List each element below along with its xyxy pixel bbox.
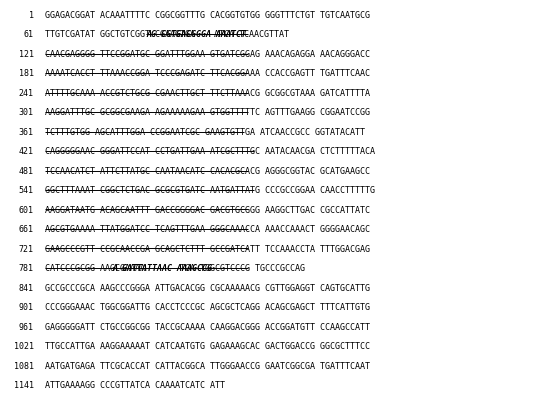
Text: GGAGACGGAT ACAAATTTTC CGGCGGTTTG CACGGTGTGG GGGTTTCTGT TGTCAATGCG: GGAGACGGAT ACAAATTTTC CGGCGGTTTG CACGGTG… xyxy=(45,11,369,20)
Text: CAACGAGGGG TTCCGGATGC GGATTTGGAA GTGATCGGAG AAACAGAGGA AACAGGGACC: CAACGAGGGG TTCCGGATGC GGATTTGGAA GTGATCG… xyxy=(45,50,369,59)
Text: GGCTTTAAAT CGGCTCTGAC GCGCGTGATC AATGATTATG CCCGCCGGAA CAACCTTTTTG: GGCTTTAAAT CGGCTCTGAC GCGCGTGATC AATGATT… xyxy=(45,186,375,195)
Text: 301: 301 xyxy=(18,108,34,117)
Text: 1021: 1021 xyxy=(14,342,34,351)
Text: ATTGAAAAGG CCCGTTATCA CAAAATCATC ATT: ATTGAAAAGG CCCGTTATCA CAAAATCATC ATT xyxy=(45,381,225,390)
Text: AAGGATAATG ACAGCAATTT GACCGGGGAC GACGTGCGGG AAGGCTTGAC CGCCATTATC: AAGGATAATG ACAGCAATTT GACCGGGGAC GACGTGC… xyxy=(45,206,369,215)
Text: 61: 61 xyxy=(24,31,34,39)
Text: AGCGTGAAAA TTATGGATCC TCAGTTTGAA GGGCAAACCA AAACCAAACT GGGGAACAGC: AGCGTGAAAA TTATGGATCC TCAGTTTGAA GGGCAAA… xyxy=(45,225,369,234)
Text: GCCGCCCGCA AAGCCCGGGA ATTGACACGG CGCAAAAACG CGTTGGAGGT CAGTGCATTG: GCCGCCCGCA AAGCCCGGGA ATTGACACGG CGCAAAA… xyxy=(45,284,369,292)
Text: 781: 781 xyxy=(18,264,34,273)
Text: 721: 721 xyxy=(18,245,34,253)
Text: GAGGGGGATT CTGCCGGCGG TACCGCAAAA CAAGGACGGG ACCGGATGTT CCAAGCCATT: GAGGGGGATT CTGCCGGCGG TACCGCAAAA CAAGGAC… xyxy=(45,323,369,331)
Text: 181: 181 xyxy=(18,69,34,78)
Text: 1081: 1081 xyxy=(14,362,34,370)
Text: 601: 601 xyxy=(18,206,34,215)
Text: 541: 541 xyxy=(18,186,34,195)
Text: CAGGGGGAAC GGGATTCCAT CCTGATTGAA ATCGCTTTGC AATACAACGA CTCTTTTTACA: CAGGGGGAAC GGGATTCCAT CCTGATTGAA ATCGCTT… xyxy=(45,147,375,156)
Text: TTGTCGATAT GGCTGTCGGT CGAAGTGA: TTGTCGATAT GGCTGTCGGT CGAAGTGA xyxy=(45,31,195,39)
Text: TTGCCATTGA AAGGAAAAAT CATCAATGTG GAGAAAGCAC GACTGGACCG GGCGCTTTCC: TTGCCATTGA AAGGAAAAAT CATCAATGTG GAGAAAG… xyxy=(45,342,369,351)
Text: 361: 361 xyxy=(18,128,34,137)
Text: 901: 901 xyxy=(18,303,34,312)
Text: 241: 241 xyxy=(18,89,34,98)
Text: GAAGCCCGTT CCGCAACCGA GCAGCTCTTT GCCGATCATT TCCAAACCTA TTTGGACGAG: GAAGCCCGTT CCGCAACCGA GCAGCTCTTT GCCGATC… xyxy=(45,245,369,253)
Text: CCCGGGAAAC TGGCGGATTG CACCTCCCGC AGCGCTCAGG ACAGCGAGCT TTTCATTGTG: CCCGGGAAAC TGGCGGATTG CACCTCCCGC AGCGCTC… xyxy=(45,303,369,312)
Text: A GATTATTAAC AAAGCCG: A GATTATTAAC AAAGCCG xyxy=(112,264,212,273)
Text: TGA TGGCGTCCCG TGCCCGCCAG: TGA TGGCGTCCCG TGCCCGCCAG xyxy=(180,264,305,273)
Text: 1: 1 xyxy=(29,11,34,20)
Text: AATGATGAGA TTCGCACCAT CATTACGGCA TTGGGAACCG GAATCGGCGA TGATTTCAAT: AATGATGAGA TTCGCACCAT CATTACGGCA TTGGGAA… xyxy=(45,362,369,370)
Text: AAGGATTTGC GCGGCGAAGA AGAAAAAGAA GTGGTTTTTC AGTTTGAAGG CGGAATCCGG: AAGGATTTGC GCGGCGAAGA AGAAAAAGAA GTGGTTT… xyxy=(45,108,369,117)
Text: 421: 421 xyxy=(18,147,34,156)
Text: 481: 481 xyxy=(18,167,34,176)
Text: TCTTTGTGG AGCATTTGGA CCGGAATCGC GAAGTGTTGA ATCAACCGCC GGTATACATT: TCTTTGTGG AGCATTTGGA CCGGAATCGC GAAGTGTT… xyxy=(45,128,364,137)
Text: 661: 661 xyxy=(18,225,34,234)
Text: ATCA TCAACGTTAT: ATCA TCAACGTTAT xyxy=(214,31,289,39)
Text: CATCCCGCGG AAGCGAAAA: CATCCCGCGG AAGCGAAAA xyxy=(45,264,145,273)
Text: 121: 121 xyxy=(18,50,34,59)
Text: ATTTTGCAAA ACCGTCTGCG CGAACTTGCT TTCTTAAACG GCGGCGTAAA GATCATTTTA: ATTTTGCAAA ACCGTCTGCG CGAACTTGCT TTCTTAA… xyxy=(45,89,369,98)
Text: 841: 841 xyxy=(18,284,34,292)
Text: 961: 961 xyxy=(18,323,34,331)
Text: AAAATCACCT TTAAACCGGA TCCCGAGATC TTCACGGAAA CCACCGAGTT TGATTTCAAC: AAAATCACCT TTAAACCGGA TCCCGAGATC TTCACGG… xyxy=(45,69,369,78)
Text: 1141: 1141 xyxy=(14,381,34,390)
Text: TCCAACATCT ATTCTTATGC CAATAACATC CACACGCACG AGGGCGGTAC GCATGAAGCC: TCCAACATCT ATTCTTATGC CAATAACATC CACACGC… xyxy=(45,167,369,176)
Text: AG CGTGACGGGA AAATCT: AG CGTGACGGGA AAATCT xyxy=(146,31,246,39)
